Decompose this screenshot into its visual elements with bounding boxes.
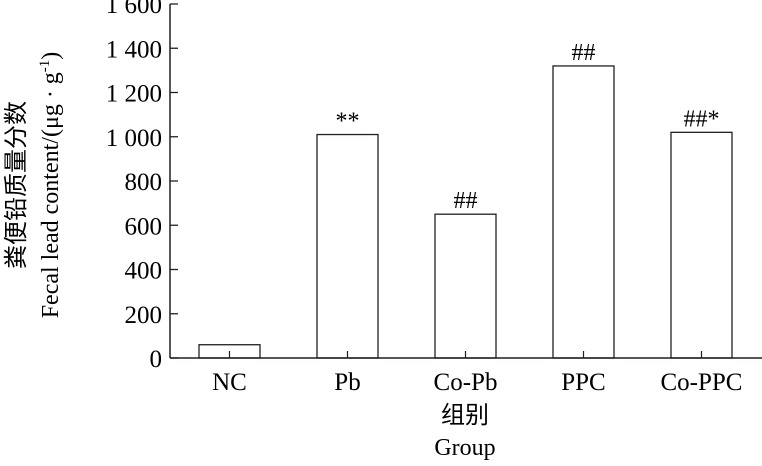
y-tick-label: 0 — [150, 346, 163, 373]
bar-co-pb — [434, 213, 497, 359]
x-tick-label: NC — [212, 369, 247, 396]
x-axis-title-en: Group — [434, 435, 495, 461]
significance-label: ** — [336, 109, 360, 135]
bar-ppc — [552, 65, 615, 359]
bar-co-ppc — [670, 131, 733, 359]
significance-label: ##* — [684, 106, 720, 132]
y-tick-label: 1 400 — [106, 36, 162, 63]
significance-label: ## — [572, 40, 596, 66]
y-tick-label: 1 200 — [106, 81, 162, 108]
y-tick-label: 600 — [125, 213, 163, 240]
significance-label: ## — [454, 188, 478, 214]
y-tick-label: 1 600 — [106, 0, 162, 19]
y-axis-title-en: Fecal lead content/(μg · g-1) — [37, 52, 64, 319]
x-tick-label: Co-Pb — [434, 369, 498, 396]
bar-pb — [316, 133, 379, 359]
y-axis-title-cn: 粪便铅质量分数 — [3, 101, 30, 269]
x-tick-label: Pb — [334, 369, 360, 396]
x-axis-title-cn: 组别 — [441, 402, 489, 429]
y-tick-label: 400 — [125, 258, 163, 285]
y-tick-label: 800 — [125, 169, 163, 196]
y-tick-label: 200 — [125, 302, 163, 329]
x-tick-label: PPC — [561, 369, 605, 396]
x-tick-label: Co-PPC — [661, 369, 743, 396]
y-tick-label: 1 000 — [106, 125, 162, 152]
